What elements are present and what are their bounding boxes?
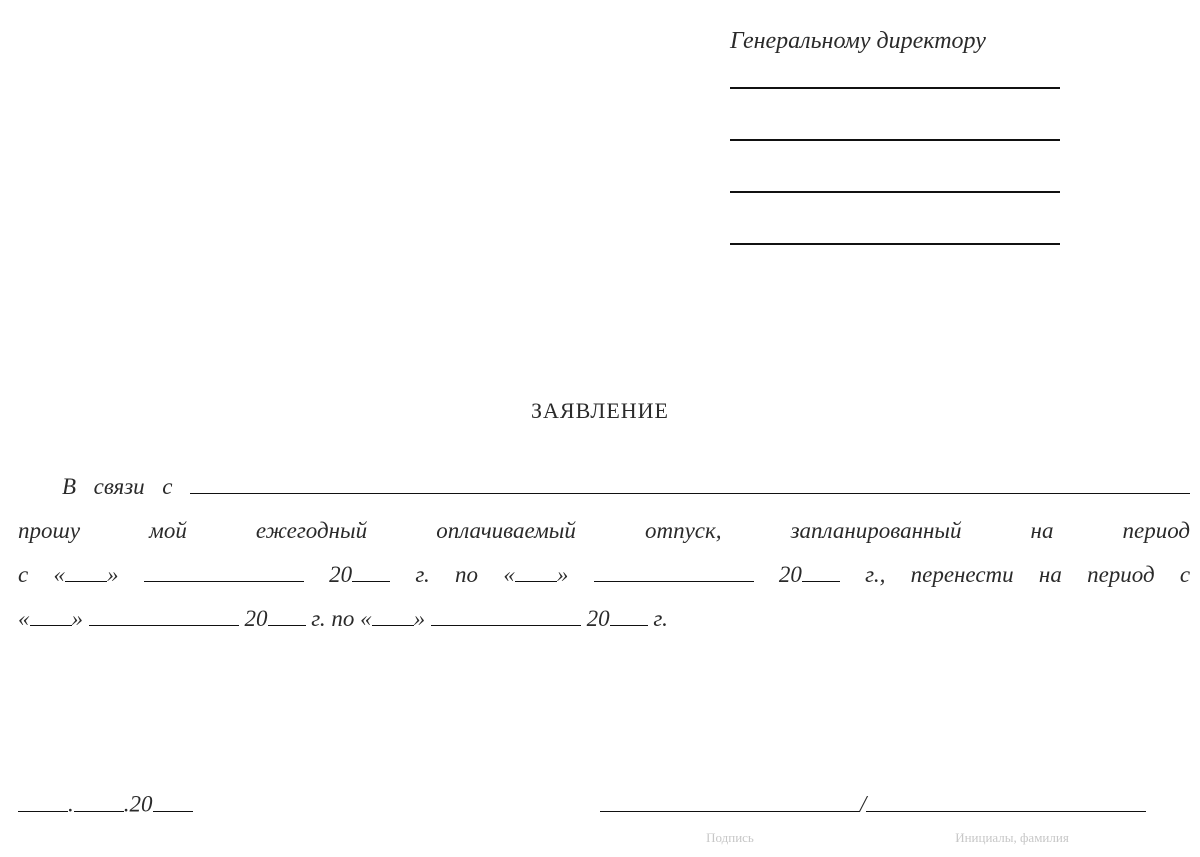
day-blank[interactable]	[372, 604, 414, 626]
body-word: г., перенести на период с	[865, 562, 1190, 587]
year-suffix-blank[interactable]	[268, 604, 306, 626]
year-prefix: 20	[329, 562, 352, 587]
date-month-blank[interactable]	[74, 790, 124, 812]
quote-close: »	[557, 562, 569, 587]
addressee-blank-line[interactable]	[730, 241, 1060, 245]
year-suffix-blank[interactable]	[610, 604, 648, 626]
body-word: оплачиваемый	[436, 518, 576, 543]
body-word: ежегодный	[256, 518, 367, 543]
quote-open: «	[360, 606, 372, 631]
date-day-blank[interactable]	[18, 790, 68, 812]
date-block: ..20	[18, 790, 193, 818]
addressee-blank-line[interactable]	[730, 85, 1060, 89]
quote-close: »	[107, 562, 119, 587]
date-year-prefix: .20	[124, 792, 153, 817]
year-prefix: 20	[779, 562, 802, 587]
signature-blank[interactable]	[600, 790, 860, 812]
year-prefix: 20	[245, 606, 268, 631]
date-year-blank[interactable]	[153, 790, 193, 812]
reason-blank[interactable]	[190, 472, 1190, 494]
body-text: В связи с прошу мой ежегодный оплачиваем…	[18, 466, 1190, 640]
day-blank[interactable]	[65, 560, 107, 582]
caption-name: Инициалы, фамилия	[872, 830, 1152, 846]
name-blank[interactable]	[866, 790, 1146, 812]
body-word: г.	[311, 606, 325, 631]
quote-open: «	[54, 562, 66, 587]
body-word: по	[331, 606, 354, 631]
footer-block: ..20 / ПодписьИнициалы, фамилия	[18, 790, 1170, 818]
day-blank[interactable]	[515, 560, 557, 582]
caption-signature: Подпись	[600, 830, 860, 846]
month-blank[interactable]	[431, 604, 581, 626]
body-word: период	[1123, 518, 1191, 543]
addressee-blank-line[interactable]	[730, 137, 1060, 141]
lead-in-text: В связи с	[62, 474, 172, 499]
body-word: мой	[149, 518, 187, 543]
year-prefix: 20	[587, 606, 610, 631]
year-suffix-blank[interactable]	[802, 560, 840, 582]
body-word: прошу	[18, 518, 80, 543]
body-word: г.	[415, 562, 429, 587]
signature-block: /	[600, 790, 1160, 818]
body-word: на	[1031, 518, 1054, 543]
document-title: ЗАЯВЛЕНИЕ	[0, 398, 1200, 424]
quote-open: «	[18, 606, 30, 631]
body-word: по	[455, 562, 478, 587]
addressee-label: Генеральному директору	[730, 28, 1060, 55]
body-word: отпуск,	[645, 518, 722, 543]
quote-open: «	[503, 562, 515, 587]
document-page: Генеральному директору ЗАЯВЛЕНИЕ В связи…	[0, 0, 1200, 857]
addressee-blank-line[interactable]	[730, 189, 1060, 193]
quote-close: »	[72, 606, 84, 631]
month-blank[interactable]	[89, 604, 239, 626]
body-word: запланированный	[791, 518, 962, 543]
year-suffix-blank[interactable]	[352, 560, 390, 582]
day-blank[interactable]	[30, 604, 72, 626]
body-word: г.	[653, 606, 667, 631]
addressee-block: Генеральному директору	[730, 28, 1060, 293]
month-blank[interactable]	[144, 560, 304, 582]
body-word: с	[18, 562, 28, 587]
quote-close: »	[414, 606, 426, 631]
month-blank[interactable]	[594, 560, 754, 582]
